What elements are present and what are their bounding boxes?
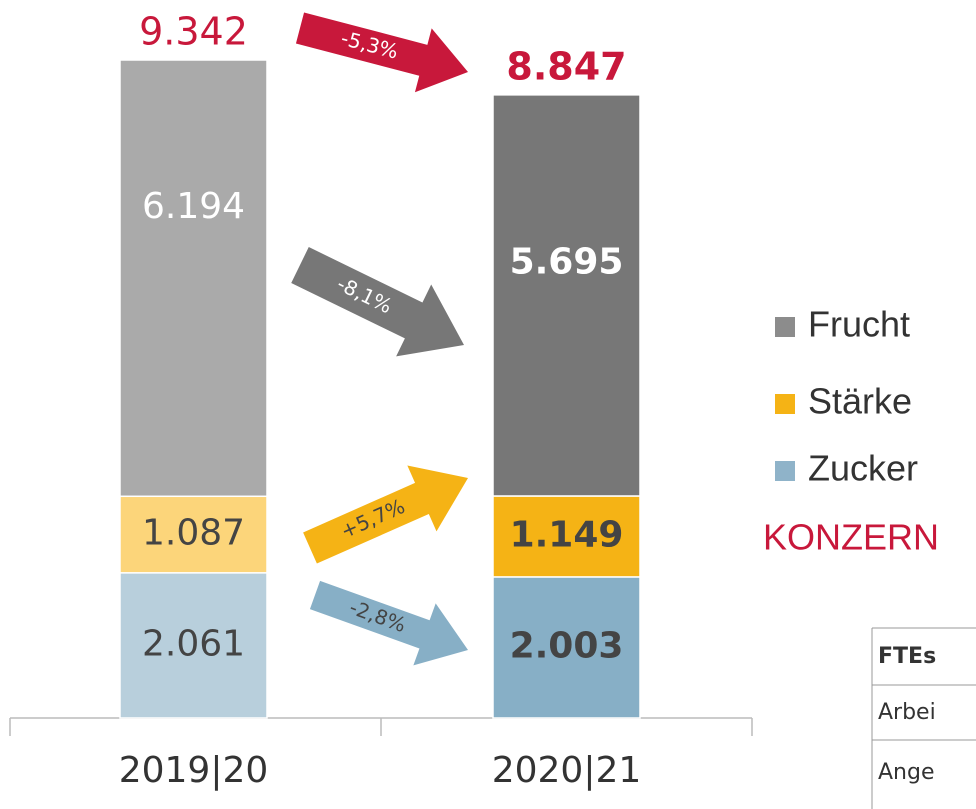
bar-segment xyxy=(492,94,641,497)
data-label: 2.061 xyxy=(142,623,245,664)
table xyxy=(871,627,976,809)
legend-label: Frucht xyxy=(808,304,910,345)
data-label: 2.003 xyxy=(510,625,624,666)
change-arrow xyxy=(309,580,468,666)
bar-segment xyxy=(492,495,641,578)
x-tick-label: 2019|20 xyxy=(119,750,269,791)
data-label: 1.149 xyxy=(510,514,624,555)
change-arrow xyxy=(291,247,464,357)
change-arrow xyxy=(295,12,469,93)
legend-swatch xyxy=(775,394,795,414)
total-label: 9.342 xyxy=(139,10,248,54)
data-label: 1.087 xyxy=(142,513,245,554)
bar-segment xyxy=(119,59,268,498)
bar-segment xyxy=(119,495,268,574)
table-header: FTEs xyxy=(878,644,936,669)
x-tick-label: 2020|21 xyxy=(492,750,642,791)
legend-label: Stärke xyxy=(808,381,912,422)
table-cell: Ange xyxy=(878,760,935,785)
group-label: KONZERN xyxy=(763,517,939,558)
bar-segment xyxy=(492,576,641,719)
data-label: 5.695 xyxy=(510,241,624,282)
total-label: 8.847 xyxy=(506,44,626,88)
table-cell: Arbei xyxy=(878,700,936,725)
bar-segment xyxy=(119,572,268,719)
data-label: 6.194 xyxy=(142,186,245,227)
change-arrow xyxy=(303,465,469,564)
legend-swatch xyxy=(775,317,795,337)
legend-label: Zucker xyxy=(808,448,918,489)
legend-swatch xyxy=(775,461,795,481)
